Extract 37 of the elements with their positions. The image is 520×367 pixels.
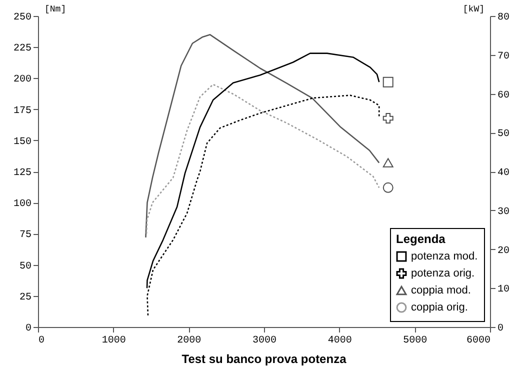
y-tick-label: 175 — [13, 106, 32, 117]
y-tick-label: 250 — [13, 12, 32, 24]
x-tick-label: 2000 — [177, 336, 202, 346]
y2-tick-label: 70 — [498, 51, 510, 62]
x-tick-label: 0 — [38, 336, 45, 346]
legend-label: coppia orig. — [411, 302, 468, 314]
legend-label: coppia mod. — [411, 284, 471, 296]
y2-tick-label: 60 — [498, 90, 510, 102]
y-tick-label: 225 — [13, 44, 32, 55]
y2-tick-label: 40 — [498, 168, 510, 179]
y-tick-label: 0 — [25, 324, 32, 334]
line-series — [145, 34, 380, 238]
y-tick-label: 25 — [19, 292, 32, 304]
legend-title: Legenda — [396, 232, 446, 246]
y-tick-label: 50 — [19, 261, 32, 272]
y2-tick-label: 30 — [498, 206, 510, 218]
x-tick-label: 6000 — [466, 336, 490, 346]
y-tick-label: 200 — [13, 74, 32, 86]
y2-tick-label: 20 — [498, 246, 510, 257]
line-series — [146, 84, 380, 234]
y2-tick-label: 0 — [498, 324, 504, 334]
y-axis-title: [Nm] — [44, 4, 66, 14]
x-tick-label: 4000 — [328, 336, 352, 346]
text: Test su banco prova potenza — [182, 352, 347, 366]
y2-tick-label: 10 — [498, 284, 510, 296]
x-tick-label: 5000 — [403, 336, 428, 346]
y-tick-label: 125 — [13, 168, 32, 179]
y2-tick-label: 50 — [498, 129, 510, 140]
x-tick-label: 1000 — [102, 336, 126, 346]
y-tick-label: 100 — [13, 199, 32, 210]
legend-label: potenza mod. — [411, 250, 478, 262]
legend-label: potenza orig. — [411, 268, 475, 280]
x-tick-label: 3000 — [252, 336, 277, 346]
y-tick-label: 75 — [19, 230, 32, 242]
y2-tick-label: 80 — [498, 12, 510, 24]
y-tick-label: 150 — [13, 136, 32, 148]
y2-axis-title: [kW] — [462, 4, 484, 14]
